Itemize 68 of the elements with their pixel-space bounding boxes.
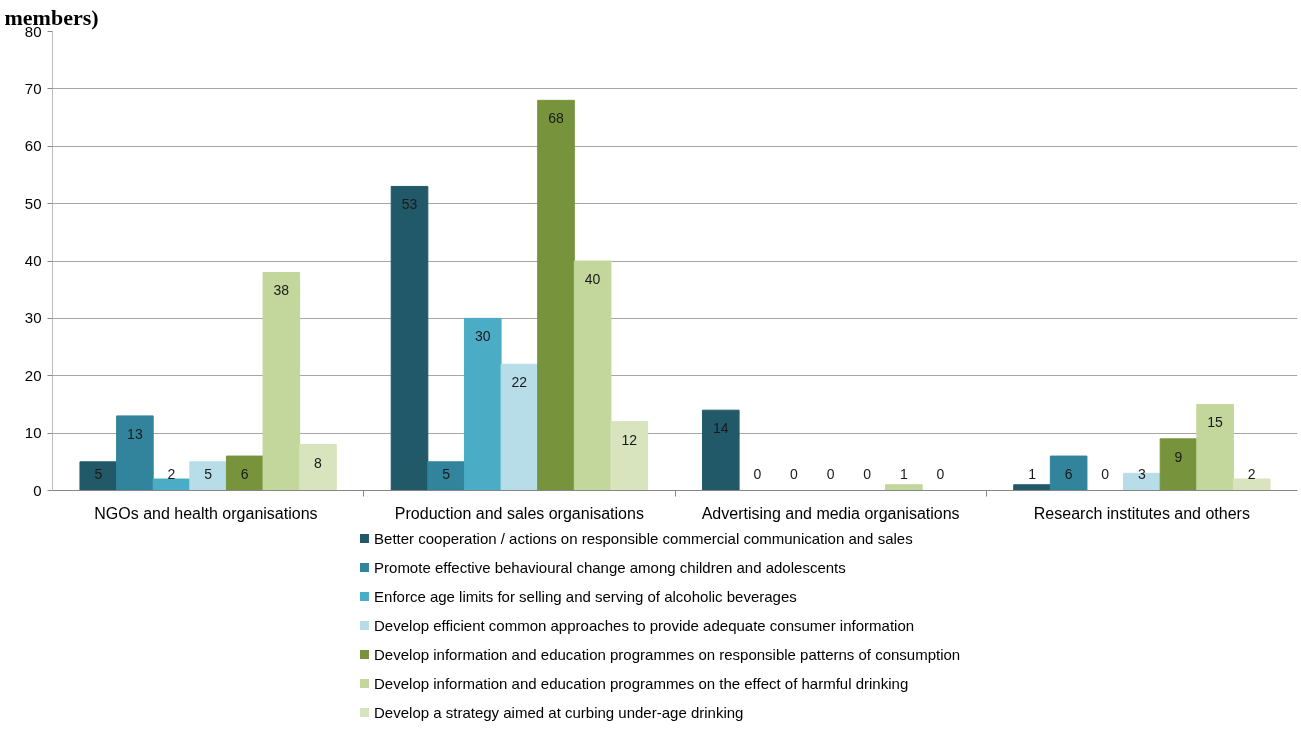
bar <box>610 421 649 491</box>
data-label: 8 <box>314 454 323 471</box>
data-label: 30 <box>474 328 491 345</box>
y-tick-label: 60 <box>24 137 42 155</box>
bar <box>1159 438 1198 491</box>
bar <box>79 461 118 491</box>
data-label: 12 <box>621 431 638 448</box>
data-label: 13 <box>127 425 143 442</box>
data-label: 6 <box>1064 465 1073 482</box>
y-tick-label: 30 <box>24 309 42 327</box>
bar <box>390 185 429 491</box>
y-tick-label: 70 <box>24 79 42 97</box>
y-tick-label: 0 <box>33 481 42 499</box>
bar <box>573 260 612 491</box>
data-label: 0 <box>936 465 945 482</box>
legend-label: Better cooperation / actions on responsible commercial communication and sales <box>374 530 913 547</box>
bar <box>116 415 154 491</box>
bar <box>225 455 264 491</box>
data-label: 14 <box>712 420 729 437</box>
data-label: 38 <box>273 282 290 299</box>
data-label: 53 <box>401 196 418 213</box>
y-tick-label: 50 <box>24 194 42 212</box>
x-tick-label: NGOs and health organisations <box>94 504 318 522</box>
legend-label: Enforce age limits for selling and serving of alcoholic beverages <box>374 588 797 605</box>
data-label: 3 <box>1137 465 1146 482</box>
y-tick-label: 10 <box>24 424 42 442</box>
x-tick-label: Advertising and media organisations <box>701 504 960 522</box>
data-label: 22 <box>511 374 528 391</box>
bar <box>701 409 740 491</box>
data-label: 9 <box>1174 448 1183 465</box>
data-label: 2 <box>167 465 176 482</box>
bar <box>885 484 923 491</box>
legend-label: Develop information and education programmes on the effect of harmful drinking <box>374 675 909 692</box>
bar <box>299 444 337 491</box>
data-label: 0 <box>826 465 835 482</box>
data-label: 5 <box>94 465 103 482</box>
data-label: 5 <box>442 465 451 482</box>
data-label: 0 <box>1101 465 1110 482</box>
data-label: 1 <box>899 465 908 482</box>
bar <box>1013 484 1051 491</box>
data-label: 40 <box>584 271 601 287</box>
data-label: 2 <box>1247 465 1256 482</box>
data-label: 0 <box>863 465 872 482</box>
bar <box>537 99 575 491</box>
data-label: 68 <box>548 110 564 127</box>
x-tick-label: Production and sales organisations <box>394 504 644 522</box>
y-tick-label: 40 <box>24 252 42 269</box>
legend-label: Develop a strategy aimed at curbing under-age drinking <box>374 704 744 721</box>
bar <box>1232 478 1271 491</box>
data-label: 15 <box>1207 414 1224 431</box>
data-label: 0 <box>790 465 799 482</box>
legend-label: Develop efficient common approaches to provide adequate consumer information <box>374 617 915 634</box>
x-tick-label: Research institutes and others <box>1033 504 1250 522</box>
y-tick-label: 20 <box>24 366 42 384</box>
bar <box>1196 403 1234 491</box>
legend-label: Promote effective behavioural change among children and adolescents <box>374 559 846 576</box>
bar <box>1049 455 1088 491</box>
data-label: 1 <box>1028 465 1037 482</box>
bar <box>189 461 227 491</box>
data-label: 6 <box>240 465 249 482</box>
bar <box>463 317 502 491</box>
data-label: 0 <box>753 465 762 482</box>
bar <box>262 271 301 491</box>
bar <box>152 478 191 491</box>
legend-label: Develop information and education programmes on responsible patterns of consumption <box>374 646 961 663</box>
bar <box>500 363 539 491</box>
data-label: 5 <box>204 465 213 482</box>
bar <box>427 461 465 491</box>
